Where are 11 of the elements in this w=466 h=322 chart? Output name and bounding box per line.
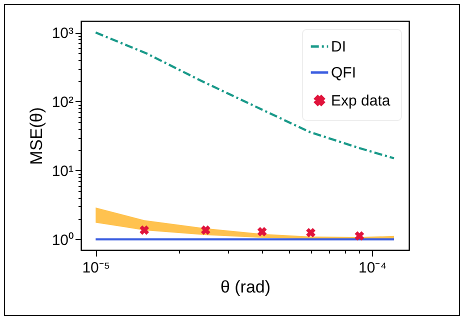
y-tick-label: 10² [52,94,74,111]
legend-label: DI [331,38,346,56]
y-tick-label: 10¹ [52,162,74,180]
x-axis-title: θ (rad) [220,278,271,296]
legend-label: Exp data [331,92,391,110]
legend-label: QFI [331,64,356,82]
y-axis-title: MSE(θ) [26,107,46,165]
y-tick-label: 10³ [52,25,74,42]
y-tick-label: 10⁰ [52,232,74,249]
x-tick-label: 10⁻⁴ [358,260,387,276]
x-tick-label: 10⁻⁵ [82,260,110,276]
